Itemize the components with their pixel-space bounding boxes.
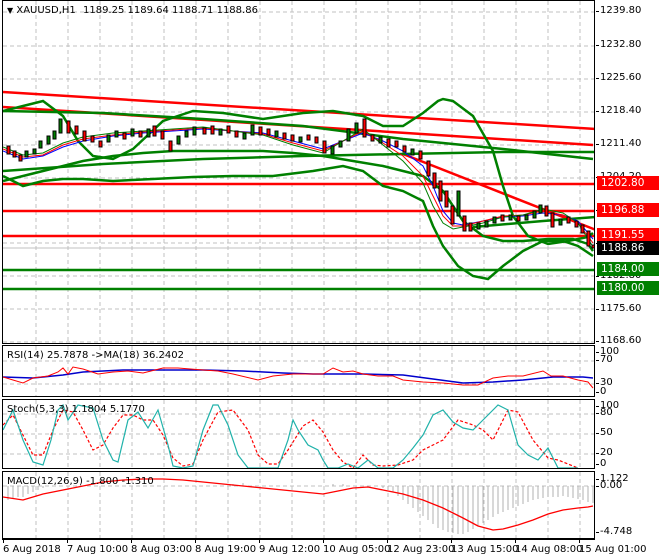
- stoch-signal-line: [3, 409, 579, 468]
- rsi-tick: 100: [595, 346, 620, 357]
- level-badge-support: 1184.00: [597, 262, 659, 276]
- stoch-chart-svg: [3, 400, 594, 468]
- rsi-pane[interactable]: RSI(14) 25.7878 ->MA(18) 36.2402 100 70 …: [0, 345, 660, 397]
- stoch-tick: 100: [595, 400, 620, 411]
- stoch-tick: 20: [596, 447, 613, 458]
- macd-pane[interactable]: MACD(12,26,9) -1.800 -1.310 1.122 0.00 -…: [0, 471, 660, 539]
- macd-tick: 1.122: [596, 473, 629, 484]
- macd-histogram: [7, 483, 594, 534]
- stoch-plot-area[interactable]: Stoch(5,3,3) 1.1804 5.1770: [2, 399, 595, 469]
- rsi-axis: 100 70 30 0: [595, 345, 660, 397]
- horizontal-levels: [3, 182, 594, 291]
- time-label: 7 Aug 10:00: [67, 539, 129, 555]
- current-price-badge: 1188.86: [597, 241, 659, 255]
- rsi-line: [3, 366, 594, 389]
- stoch-tick: 80: [596, 407, 613, 418]
- rsi-tick: 0: [595, 386, 607, 397]
- time-label: 10 Aug 05:00: [323, 539, 391, 555]
- rsi-plot-area[interactable]: RSI(14) 25.7878 ->MA(18) 36.2402: [2, 345, 595, 397]
- price-plot-area[interactable]: ▼ XAUUSD,H1 1189.25 1189.64 1188.71 1188…: [2, 0, 595, 344]
- time-label: 6 Aug 2018: [3, 539, 61, 555]
- macd-plot-area[interactable]: MACD(12,26,9) -1.800 -1.310: [2, 471, 595, 539]
- time-label: 9 Aug 12:00: [259, 539, 321, 555]
- macd-signal-line: [3, 478, 594, 531]
- rsi-tick: 30: [596, 377, 613, 388]
- time-label: 13 Aug 15:00: [451, 539, 519, 555]
- time-label: 8 Aug 03:00: [131, 539, 193, 555]
- stoch-tick: 0: [595, 458, 607, 469]
- bollinger-bands: [3, 97, 594, 281]
- macd-label: MACD(12,26,9) -1.800 -1.310: [7, 476, 154, 487]
- rsi-tick: 70: [596, 354, 613, 365]
- price-tick: 1175.60: [595, 303, 642, 314]
- time-axis[interactable]: 6 Aug 2018 7 Aug 10:00 8 Aug 03:00 8 Aug…: [0, 539, 660, 560]
- price-tick: 1211.40: [595, 138, 642, 149]
- price-tick: 1232.80: [595, 39, 642, 50]
- price-pane[interactable]: ▼ XAUUSD,H1 1189.25 1189.64 1188.71 1188…: [0, 0, 660, 346]
- stoch-label: Stoch(5,3,3) 1.1804 5.1770: [7, 404, 145, 415]
- ohlc-values: 1189.25 1189.64 1188.71 1188.86: [82, 5, 258, 16]
- macd-tick: -4.748: [595, 526, 633, 537]
- level-badge-resistance: 1191.55: [597, 228, 659, 242]
- stoch-tick: 50: [596, 427, 613, 438]
- price-tick: 1218.40: [595, 105, 642, 116]
- triangle-down-icon[interactable]: ▼: [7, 6, 14, 15]
- stoch-axis: 100 80 50 20 0: [595, 399, 660, 469]
- macd-axis: 1.122 0.00 -4.748: [595, 471, 660, 539]
- price-chart-svg: [3, 1, 594, 343]
- rsi-chart-svg: [3, 346, 594, 396]
- level-badge-resistance: 1202.80: [597, 176, 659, 190]
- symbol-label: XAUUSD,H1: [16, 5, 76, 16]
- rsi-label: RSI(14) 25.7878 ->MA(18) 36.2402: [7, 350, 184, 361]
- time-label: 14 Aug 08:00: [515, 539, 583, 555]
- macd-chart-svg: [3, 472, 594, 538]
- chart-header: ▼ XAUUSD,H1 1189.25 1189.64 1188.71 1188…: [7, 5, 258, 16]
- time-label: 15 Aug 01:00: [579, 539, 647, 555]
- stoch-grid: [3, 400, 594, 468]
- candlesticks: [6, 118, 594, 249]
- level-badge-resistance: 1196.88: [597, 203, 659, 217]
- stoch-main-line: [3, 403, 578, 468]
- price-tick: 1168.60: [595, 335, 642, 346]
- price-tick: 1239.80: [595, 5, 642, 16]
- rsi-grid: [3, 346, 594, 396]
- time-label: 8 Aug 19:00: [195, 539, 257, 555]
- long-moving-averages: [3, 109, 594, 229]
- macd-tick: 0.00: [595, 480, 623, 491]
- price-tick: 1225.60: [595, 72, 642, 83]
- macd-grid: [3, 472, 594, 538]
- stoch-pane[interactable]: Stoch(5,3,3) 1.1804 5.1770 100 80 50 20 …: [0, 399, 660, 469]
- time-axis-line: [2, 539, 595, 540]
- time-label: 12 Aug 23:00: [387, 539, 455, 555]
- level-badge-support: 1180.00: [597, 281, 659, 295]
